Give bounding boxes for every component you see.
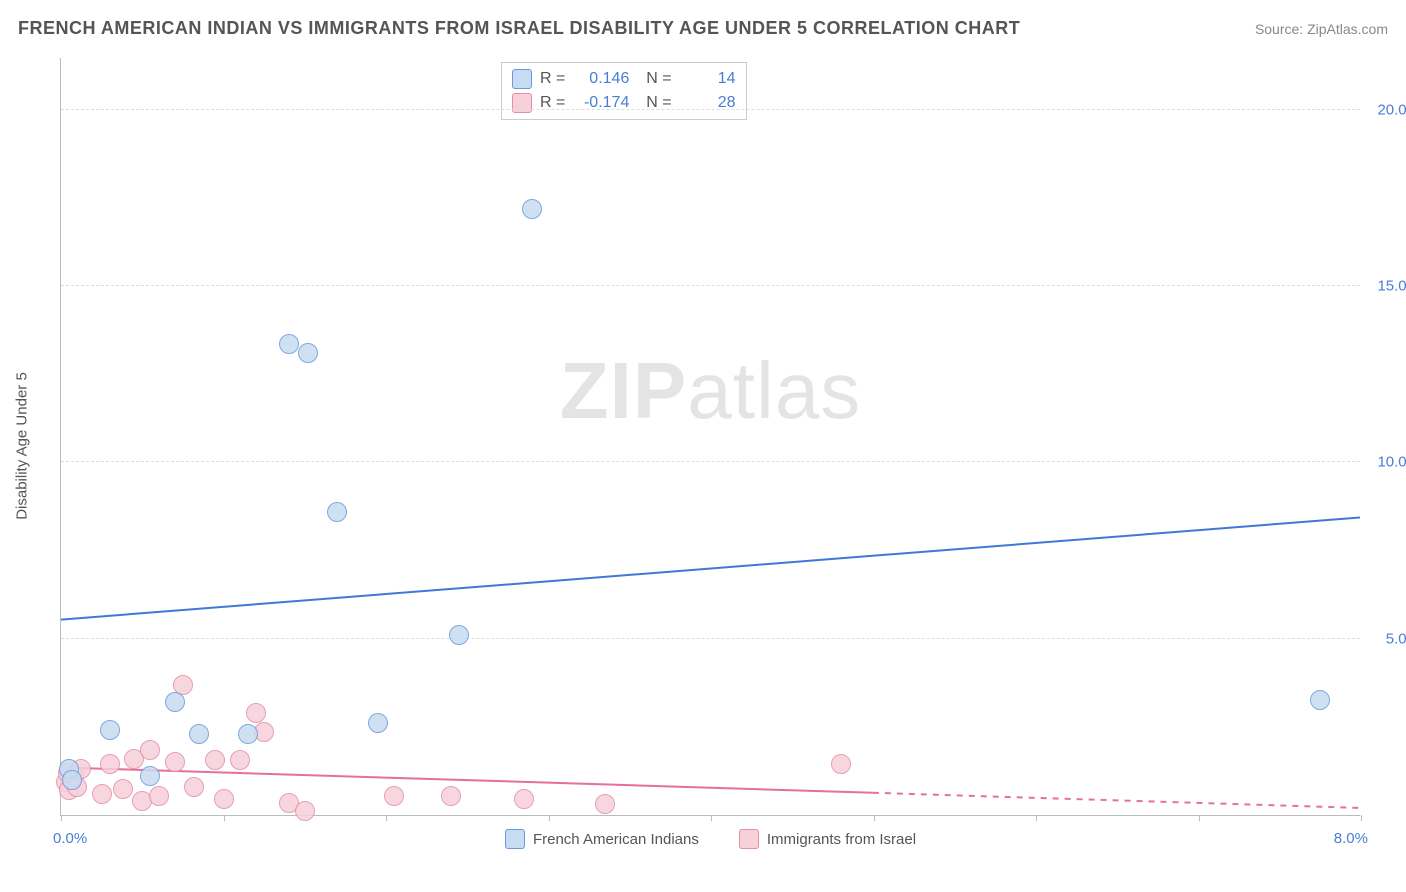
legend-item-pink: Immigrants from Israel xyxy=(739,829,916,849)
legend-label-pink: Immigrants from Israel xyxy=(767,831,916,848)
scatter-point-blue xyxy=(238,724,258,744)
stats-row-pink: R = -0.174 N = 28 xyxy=(512,91,736,115)
scatter-point-blue xyxy=(1310,690,1330,710)
trend-lines-layer xyxy=(61,58,1360,815)
swatch-blue xyxy=(512,69,532,89)
x-tick xyxy=(61,815,62,821)
x-tick xyxy=(224,815,225,821)
stats-row-blue: R = 0.146 N = 14 xyxy=(512,67,736,91)
legend-swatch-blue xyxy=(505,829,525,849)
y-axis-title: Disability Age Under 5 xyxy=(14,372,31,520)
scatter-point-pink xyxy=(184,777,204,797)
x-tick xyxy=(1199,815,1200,821)
r-label: R = xyxy=(540,70,565,88)
legend-label-blue: French American Indians xyxy=(533,831,699,848)
scatter-point-pink xyxy=(214,789,234,809)
x-tick xyxy=(1036,815,1037,821)
scatter-point-pink xyxy=(246,703,266,723)
n-value-blue: 14 xyxy=(680,70,736,88)
scatter-point-blue xyxy=(368,713,388,733)
scatter-point-blue xyxy=(298,343,318,363)
legend-swatch-pink xyxy=(739,829,759,849)
x-tick xyxy=(549,815,550,821)
x-tick xyxy=(874,815,875,821)
y-tick-label: 15.0% xyxy=(1370,278,1406,295)
scatter-point-pink xyxy=(831,754,851,774)
scatter-point-blue xyxy=(100,720,120,740)
scatter-point-blue xyxy=(279,334,299,354)
scatter-point-pink xyxy=(140,740,160,760)
scatter-point-blue xyxy=(189,724,209,744)
scatter-point-pink xyxy=(165,752,185,772)
scatter-point-blue xyxy=(327,502,347,522)
trend-line xyxy=(61,517,1360,619)
scatter-point-pink xyxy=(595,794,615,814)
scatter-point-blue xyxy=(165,692,185,712)
legend-item-blue: French American Indians xyxy=(505,829,699,849)
scatter-point-pink xyxy=(205,750,225,770)
series-legend: French American Indians Immigrants from … xyxy=(61,829,1360,849)
gridline xyxy=(61,109,1360,110)
x-tick xyxy=(711,815,712,821)
source-attribution: Source: ZipAtlas.com xyxy=(1255,21,1388,37)
scatter-point-pink xyxy=(113,779,133,799)
scatter-chart: ZIPatlas R = 0.146 N = 14 R = -0.174 N =… xyxy=(60,58,1360,816)
scatter-point-blue xyxy=(522,199,542,219)
gridline xyxy=(61,285,1360,286)
scatter-point-pink xyxy=(149,786,169,806)
y-tick-label: 20.0% xyxy=(1370,101,1406,118)
trend-line xyxy=(61,767,873,792)
correlation-stats-box: R = 0.146 N = 14 R = -0.174 N = 28 xyxy=(501,62,747,120)
scatter-point-blue xyxy=(62,770,82,790)
trend-line xyxy=(873,793,1360,808)
scatter-point-blue xyxy=(140,766,160,786)
scatter-point-pink xyxy=(384,786,404,806)
gridline xyxy=(61,461,1360,462)
swatch-pink xyxy=(512,93,532,113)
scatter-point-pink xyxy=(514,789,534,809)
x-tick xyxy=(386,815,387,821)
scatter-point-pink xyxy=(92,784,112,804)
scatter-point-blue xyxy=(449,625,469,645)
y-tick-label: 10.0% xyxy=(1370,454,1406,471)
gridline xyxy=(61,638,1360,639)
scatter-point-pink xyxy=(441,786,461,806)
scatter-point-pink xyxy=(295,801,315,821)
scatter-point-pink xyxy=(230,750,250,770)
r-value-blue: 0.146 xyxy=(573,70,629,88)
y-tick-label: 5.0% xyxy=(1370,630,1406,647)
chart-header: FRENCH AMERICAN INDIAN VS IMMIGRANTS FRO… xyxy=(18,18,1388,39)
n-label: N = xyxy=(637,70,671,88)
x-tick xyxy=(1361,815,1362,821)
watermark: ZIPatlas xyxy=(560,345,861,437)
chart-title: FRENCH AMERICAN INDIAN VS IMMIGRANTS FRO… xyxy=(18,18,1020,39)
scatter-point-pink xyxy=(100,754,120,774)
